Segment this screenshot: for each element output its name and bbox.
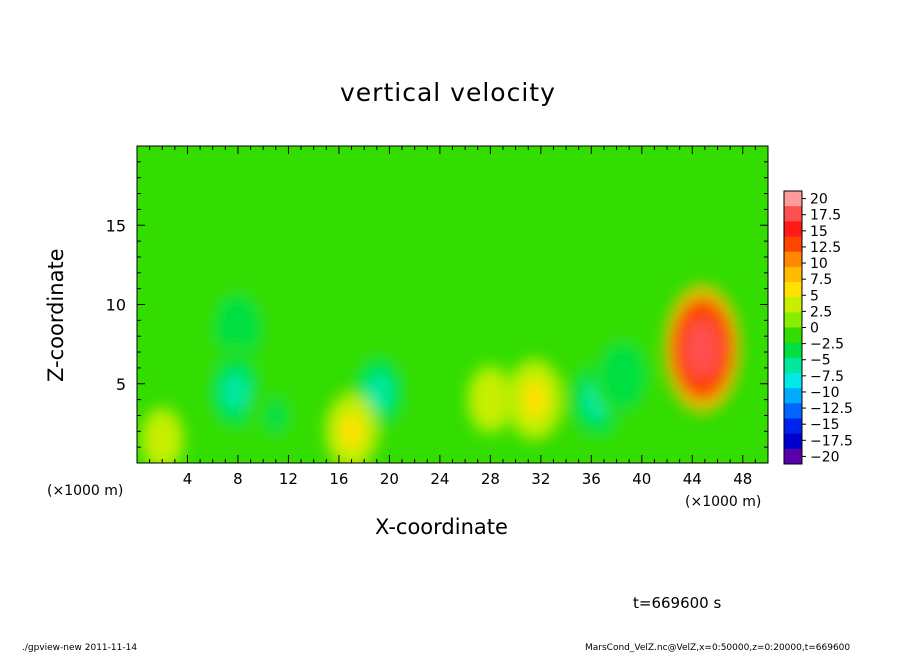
velocity-feature [247, 373, 305, 458]
x-tick-label: 36 [582, 470, 601, 488]
footer-right: MarsCond_VelZ.nc@VelZ,x=0:50000,z=0:2000… [585, 643, 851, 653]
colorbar-segment [784, 403, 802, 419]
colorbar-label: −7.5 [810, 369, 844, 385]
y-axis: 5 10 15 [106, 161, 768, 448]
colorbar-segment [784, 282, 802, 298]
velocity-feature [592, 331, 654, 420]
colorbar-segment [784, 342, 802, 359]
colorbar-segment [784, 373, 802, 389]
x-tick-label: 44 [683, 470, 702, 488]
colorbar-segment [784, 206, 802, 222]
colorbar-label: −2.5 [810, 337, 844, 353]
x-unit-label-right: (×1000 m) [685, 494, 762, 510]
velocity-feature [138, 404, 186, 463]
x-tick-label: 12 [279, 470, 298, 488]
colorbar-segment [784, 297, 802, 313]
colorbar: 2017.51512.5107.552.50−2.5−5−7.5−10−12.5… [783, 190, 853, 465]
x-unit-label-left: (×1000 m) [47, 483, 124, 499]
time-label: t=669600 s [633, 594, 722, 612]
x-axis: 4 8 12 16 20 24 28 32 36 40 44 48 [149, 146, 756, 488]
colorbar-segment [784, 448, 802, 465]
x-tick-label: 24 [430, 470, 449, 488]
velocity-feature [663, 283, 742, 414]
y-tick-label: 15 [106, 216, 126, 235]
colorbar-segment [784, 221, 802, 237]
colorbar-segment [784, 236, 802, 253]
colorbar-segment [784, 251, 802, 268]
colorbar-label: 0 [810, 321, 819, 337]
velocity-feature [465, 362, 516, 437]
x-tick-label: 20 [380, 470, 399, 488]
x-tick-label: 4 [183, 470, 193, 488]
x-axis-label: X-coordinate [375, 515, 508, 539]
colorbar-label: −20 [810, 449, 840, 465]
colorbar-label: 12.5 [810, 240, 841, 256]
y-axis-label: Z-coordinate [44, 248, 68, 382]
colorbar-segment [784, 312, 802, 328]
colorbar-label: 20 [810, 192, 828, 208]
x-tick-label: 8 [233, 470, 243, 488]
velocity-feature [505, 357, 564, 442]
colorbar-segment [784, 357, 802, 374]
colorbar-segment [784, 388, 802, 404]
colorbar-label: −17.5 [810, 433, 853, 449]
plot-area [136, 145, 769, 464]
colorbar-label: 10 [810, 256, 828, 272]
y-tick-label: 5 [116, 375, 126, 394]
colorbar-label: 17.5 [810, 208, 841, 224]
y-tick-label: 10 [106, 296, 126, 315]
colorbar-label: −15 [810, 417, 840, 433]
colorbar-label: −12.5 [810, 401, 853, 417]
x-tick-label: 32 [531, 470, 550, 488]
colorbar-label: 7.5 [810, 272, 832, 288]
colorbar-segment [784, 327, 802, 344]
colorbar-label: 5 [810, 288, 819, 304]
colorbar-segment [784, 418, 802, 435]
colorbar-segment [784, 191, 802, 207]
colorbar-label: −5 [810, 353, 831, 369]
x-tick-label: 28 [481, 470, 500, 488]
footer-left: ./gpview-new 2011-11-14 [22, 643, 138, 653]
chart-title: vertical velocity [340, 78, 556, 107]
colorbar-label: 15 [810, 224, 828, 240]
colorbar-label: 2.5 [810, 304, 832, 320]
colorbar-segment [784, 266, 802, 283]
x-tick-label: 48 [733, 470, 752, 488]
colorbar-label: −10 [810, 385, 840, 401]
velocity-feature [324, 391, 379, 463]
x-tick-label: 40 [632, 470, 651, 488]
x-tick-label: 16 [329, 470, 348, 488]
colorbar-segment [784, 433, 802, 450]
